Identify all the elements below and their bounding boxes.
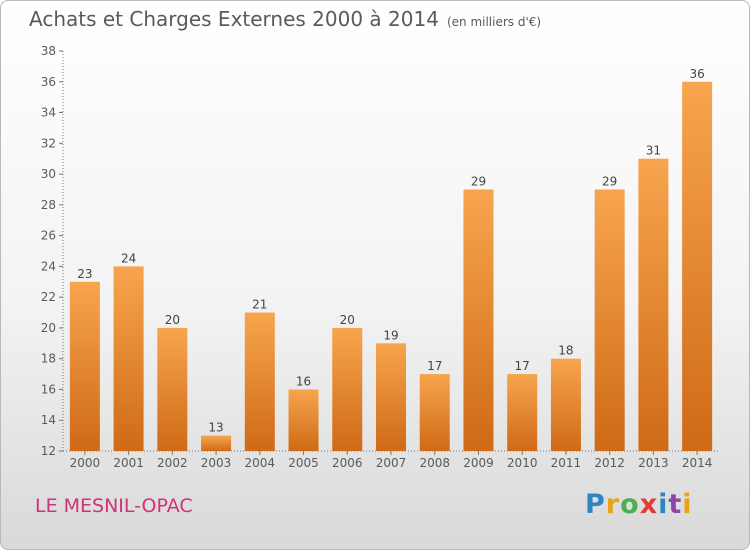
data-label: 20 (165, 313, 180, 327)
logo-letter: i (682, 489, 693, 520)
y-tick-label: 34 (41, 106, 56, 120)
y-tick-label: 36 (41, 75, 56, 89)
bar-2005 (288, 389, 319, 451)
data-label: 17 (427, 359, 442, 373)
logo-letter: i (658, 489, 669, 520)
data-label: 21 (252, 298, 267, 312)
bar-2003 (201, 435, 232, 451)
x-tick-label: 2005 (288, 456, 319, 470)
y-tick-label: 28 (41, 198, 56, 212)
x-tick-label: 2012 (594, 456, 625, 470)
logo-letter: o (620, 489, 640, 520)
logo-letter: t (668, 489, 683, 520)
data-labels: 23 24 20 13 21 16 20 19 17 29 17 18 29 31 36 (77, 67, 705, 435)
bar-2007 (376, 343, 406, 451)
x-tick-label: 2006 (332, 456, 363, 470)
data-label: 19 (383, 328, 398, 342)
x-tick-label: 2007 (376, 456, 407, 470)
x-tick-label: 2002 (157, 456, 188, 470)
x-tick-label: 2008 (419, 456, 450, 470)
x-tick-label: 2009 (463, 456, 494, 470)
x-tick-label: 2001 (113, 456, 144, 470)
commune-name: LE MESNIL-OPAC (35, 495, 193, 517)
x-tick-label: 2010 (507, 456, 538, 470)
bar-2011 (550, 358, 581, 451)
bar-2013 (638, 158, 669, 451)
data-label: 23 (77, 267, 92, 281)
logo-letter: r (605, 489, 621, 520)
title-text: Achats et Charges Externes 2000 à 2014 (29, 7, 439, 31)
bars (69, 81, 713, 452)
data-label: 17 (515, 359, 530, 373)
x-tick-label: 2003 (201, 456, 232, 470)
logo-letter: x (639, 489, 659, 520)
y-tick-label: 30 (41, 167, 56, 181)
data-label: 31 (646, 144, 661, 158)
bar-2002 (157, 327, 188, 451)
x-tick-label: 2000 (70, 456, 101, 470)
y-tick-label: 32 (41, 136, 56, 150)
y-tick-label: 12 (41, 444, 56, 458)
y-tick-label: 16 (41, 382, 56, 396)
y-tick-label: 38 (41, 44, 56, 58)
bar-2004 (244, 312, 275, 451)
x-tick-label: 2011 (551, 456, 582, 470)
data-label: 36 (689, 67, 704, 81)
bar-2014 (682, 81, 713, 452)
y-tick-label: 22 (41, 290, 56, 304)
x-tick-label: 2004 (245, 456, 276, 470)
bar-2001 (113, 266, 144, 451)
chart-title: Achats et Charges Externes 2000 à 2014 (e… (29, 7, 541, 31)
bar-2012 (594, 189, 625, 451)
bar-2006 (332, 327, 363, 451)
y-tick-label: 20 (41, 321, 56, 335)
bar-2009 (463, 189, 494, 451)
y-tick-label: 24 (41, 259, 56, 273)
y-tick-label: 18 (41, 352, 56, 366)
x-tick-label: 2014 (682, 456, 713, 470)
proxiti-logo[interactable]: Proxiti (585, 489, 693, 520)
bar-2008 (419, 374, 450, 451)
data-label: 24 (121, 251, 136, 265)
data-label: 29 (471, 174, 486, 188)
y-tick-label: 26 (41, 229, 56, 243)
data-label: 20 (340, 313, 355, 327)
bar-2010 (507, 374, 538, 451)
data-label: 29 (602, 174, 617, 188)
bar-2000 (69, 281, 100, 451)
data-label: 16 (296, 374, 311, 388)
unit-label: (en milliers d'€) (446, 15, 542, 29)
data-label: 13 (208, 421, 223, 435)
y-tick-label: 14 (41, 413, 56, 427)
logo-letter: P (585, 489, 606, 520)
data-label: 18 (558, 344, 573, 358)
x-tick-label: 2013 (638, 456, 669, 470)
